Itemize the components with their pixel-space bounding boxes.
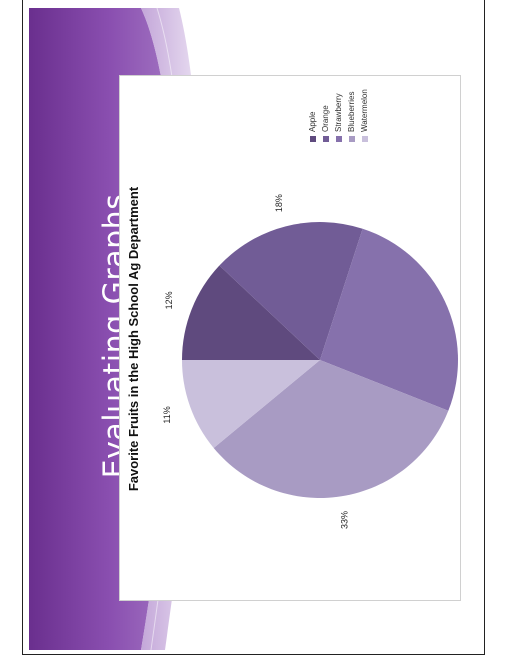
slide: Evaluating Graphs Favorite Fruits in the… [29, 8, 477, 650]
chart-legend: Apple Orange Strawberry Blueberries Watermel… [308, 89, 369, 142]
percent-label-strawberry: 26% [461, 282, 462, 300]
pie-slice-apple [182, 265, 320, 360]
legend-label-watermelon: Watermelon [360, 89, 369, 132]
pie-chart: Favorite Fruits in the High School Ag De… [126, 89, 462, 529]
pie-slice-strawberry [320, 228, 459, 411]
percent-labels: 12% 18% 26% 33% 11% [162, 194, 462, 529]
legend-label-strawberry: Strawberry [334, 93, 343, 132]
percent-label-blueberries: 33% [340, 511, 350, 529]
percent-label-apple: 12% [164, 291, 174, 309]
legend-swatch-blueberries [349, 136, 355, 142]
pie-slice-orange [219, 221, 363, 360]
legend-label-orange: Orange [321, 105, 330, 132]
legend-swatch-watermelon [362, 136, 368, 142]
pie-slices [182, 221, 459, 498]
chart-title: Favorite Fruits in the High School Ag De… [126, 186, 141, 491]
percent-label-watermelon: 11% [162, 406, 172, 423]
legend-swatch-strawberry [336, 136, 342, 142]
pie-slice-blueberries [213, 360, 449, 498]
chart-area: Favorite Fruits in the High School Ag De… [119, 75, 462, 601]
legend-swatch-orange [323, 136, 329, 142]
percent-label-orange: 18% [274, 194, 284, 212]
pie-slice-watermelon [182, 360, 320, 448]
legend-swatch-apple [310, 136, 316, 142]
legend-label-blueberries: Blueberries [347, 92, 356, 132]
legend-label-apple: Apple [308, 111, 317, 132]
